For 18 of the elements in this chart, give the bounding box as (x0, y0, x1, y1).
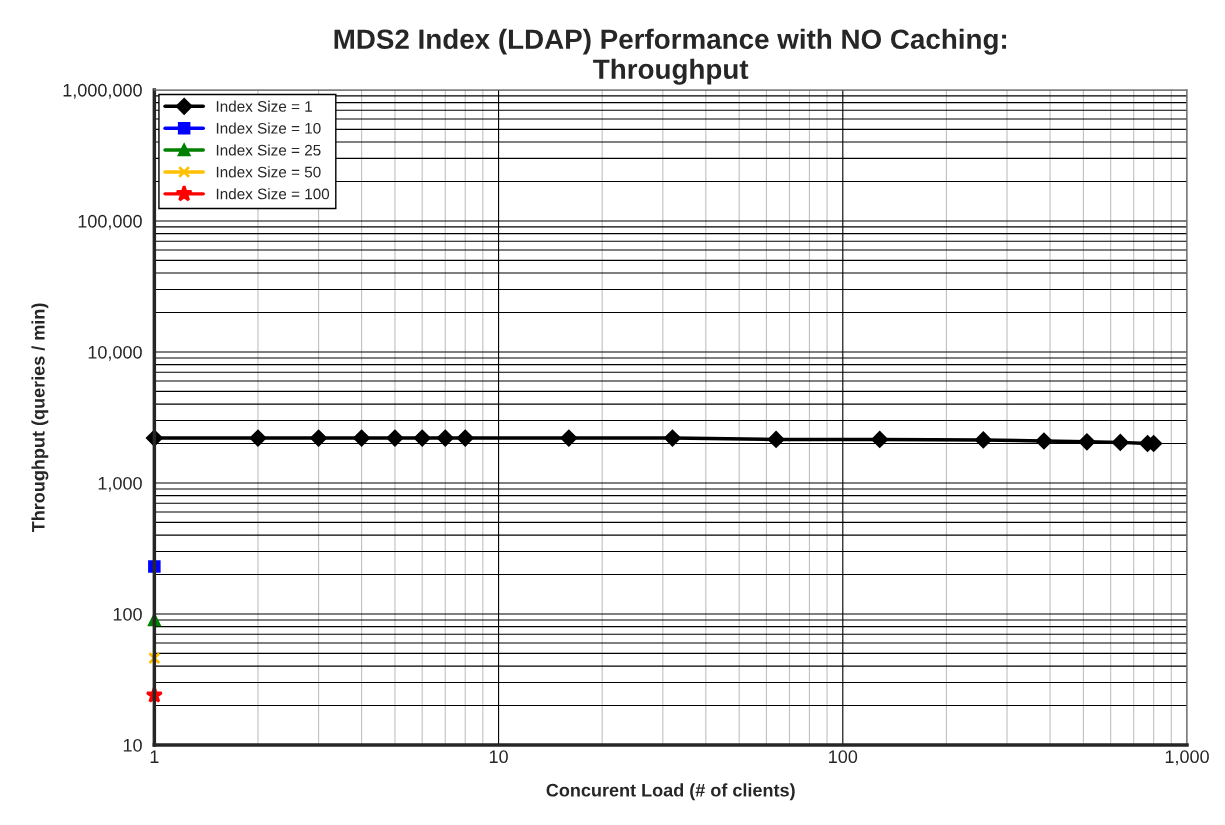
y-axis-title: Throughput (queries / min) (31, 303, 49, 533)
y-tick-label: 10 (123, 738, 142, 752)
x-tick-label: 10 (489, 750, 508, 764)
legend-label: Index Size = 50 (216, 166, 321, 178)
x-tick-label: 1,000 (1165, 750, 1209, 766)
y-tick-label: 100,000 (78, 214, 142, 230)
x-tick-label: 100 (829, 750, 858, 764)
x-tick-label: 1 (150, 750, 159, 763)
legend-label: Index Size = 10 (216, 122, 321, 134)
legend-label: Index Size = 25 (216, 144, 321, 156)
legend-label: Index Size = 100 (216, 188, 330, 200)
y-tick-label: 100 (113, 607, 142, 621)
x-axis-title: Concurent Load (# of clients) (546, 783, 795, 801)
y-tick-label: 1,000 (98, 476, 142, 492)
y-tick-label: 1,000,000 (63, 83, 142, 99)
y-tick-label: 10,000 (88, 345, 142, 361)
chart-title: MDS2 Index (LDAP) Performance with NO Caching: Throughput (334, 28, 1007, 85)
legend-label: Index Size = 1 (216, 100, 312, 112)
